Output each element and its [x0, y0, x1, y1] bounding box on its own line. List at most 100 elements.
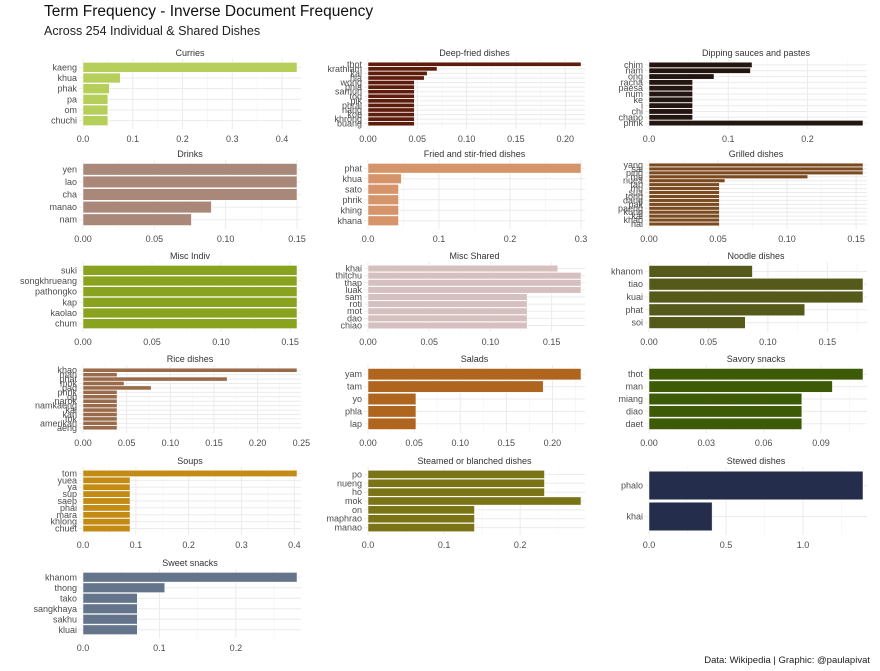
bar-man	[648, 380, 833, 393]
facet-title: Noodle dishes	[727, 251, 785, 261]
bar-khao	[82, 367, 298, 373]
y-tick-label: yuea	[57, 475, 77, 485]
y-tick-label: kung	[623, 207, 643, 217]
x-tick-label: 0.0	[77, 643, 90, 653]
y-tick-label: i	[641, 101, 643, 111]
x-tick-label: 0.1	[438, 540, 451, 550]
y-tick-label: ho	[352, 487, 362, 497]
y-tick-label: lap	[350, 419, 362, 429]
y-tick-label: sakhu	[53, 614, 77, 624]
y-tick-label: wong	[339, 78, 362, 88]
y-tick-label: khai	[345, 264, 362, 274]
x-tick-label: 0.4	[288, 540, 301, 550]
bar-diao	[648, 405, 803, 418]
bar-dang	[648, 198, 720, 203]
y-tick-label: pa	[67, 94, 77, 104]
x-tick-label: 0.3	[226, 134, 239, 144]
y-tick-label: cha	[62, 190, 77, 200]
bar-samun	[367, 89, 415, 95]
bar-chi	[648, 108, 693, 115]
facet-title: Curries	[175, 48, 205, 58]
y-tick-label: paeng	[618, 203, 643, 213]
x-tick-label: 0.10	[217, 234, 235, 244]
x-tick-label: 0.15	[205, 438, 223, 448]
x-tick-label: 0.1	[433, 234, 446, 244]
x-tick-label: 0.05	[146, 234, 164, 244]
bar-lap	[367, 417, 417, 430]
y-tick-label: phia	[345, 82, 362, 92]
x-tick-label: 0.00	[640, 234, 658, 244]
bar-buang	[367, 121, 415, 127]
bar-daet	[648, 417, 803, 430]
y-tick-label: tako	[60, 593, 77, 603]
x-tick-label: 0.00	[359, 134, 377, 144]
y-tick-label: sato	[345, 184, 362, 194]
y-tick-label: nueng	[337, 478, 362, 488]
bar-manao	[367, 523, 475, 532]
x-tick-label: 0.0	[77, 134, 90, 144]
bar-mot	[367, 307, 528, 315]
facet-title: Rice dishes	[167, 354, 214, 364]
y-tick-label: suki	[61, 265, 77, 275]
y-tick-label: daet	[625, 419, 643, 429]
x-tick-label: 0.05	[405, 438, 423, 448]
bar-yam	[367, 368, 582, 381]
bar-yang	[648, 162, 864, 168]
bar-khua	[82, 72, 121, 84]
y-tick-label: op	[67, 392, 77, 402]
x-tick-label: 0.10	[212, 337, 230, 347]
x-tick-label: 0.15	[819, 337, 837, 347]
y-tick-label: sangkhaya	[33, 604, 77, 614]
bar-khai	[367, 265, 558, 273]
y-tick-label: hia	[350, 73, 362, 83]
y-tick-label: thong	[54, 583, 77, 593]
bar-namkaeng	[82, 403, 118, 408]
bar-sato	[367, 184, 399, 195]
bar-kai	[82, 407, 118, 413]
x-tick-label: 0.2	[230, 643, 243, 653]
bar-chapo	[648, 114, 693, 121]
y-tick-label: phla	[345, 406, 362, 416]
x-tick-label: 0.00	[359, 438, 377, 448]
bar-kan	[82, 412, 118, 417]
x-tick-label: 0.15	[498, 438, 516, 448]
x-tick-label: 0.2	[801, 134, 814, 144]
y-tick-label: mok	[345, 496, 363, 506]
bar-sam	[367, 293, 528, 301]
bar-on	[367, 505, 475, 515]
bar-phat	[648, 303, 805, 316]
x-tick-label: 0.09	[812, 438, 830, 448]
bar-tiao	[648, 278, 864, 291]
bar-chim	[648, 61, 753, 68]
y-tick-label: kan	[62, 410, 77, 420]
bar-songkhrueang	[82, 275, 298, 287]
bar-nam	[648, 67, 751, 74]
bar-saep	[82, 497, 131, 505]
bar-sua	[648, 190, 720, 195]
bar-dao	[367, 314, 528, 322]
x-tick-label: 0.15	[281, 337, 299, 347]
y-tick-label: khrong	[334, 114, 362, 124]
y-tick-label: tiao	[628, 279, 643, 289]
y-tick-label: nam	[59, 215, 77, 225]
x-tick-label: 0.0	[362, 540, 375, 550]
y-tick-label: dao	[347, 313, 362, 323]
y-tick-label: po	[352, 469, 362, 479]
y-tick-label: phalo	[621, 481, 643, 491]
x-tick-label: 0.05	[118, 438, 136, 448]
y-tick-label: paesa	[618, 83, 643, 93]
bar-khlong	[82, 518, 131, 526]
y-tick-label: phrik	[342, 195, 362, 205]
y-tick-label: sua	[628, 188, 643, 198]
y-tick-label: ke	[633, 95, 643, 105]
bar-i	[648, 102, 693, 109]
x-tick-label: 0.2	[514, 540, 527, 550]
bar-thitchu	[367, 272, 582, 280]
bar-mok	[82, 381, 125, 386]
facet-title: Steamed or blanched dishes	[417, 456, 532, 466]
y-tick-label: chi	[631, 106, 643, 116]
x-tick-label: 0.2	[182, 540, 195, 550]
y-tick-label: pathongko	[35, 287, 77, 297]
x-tick-label: 0.0	[77, 540, 90, 550]
y-tick-label: racha	[620, 77, 643, 87]
